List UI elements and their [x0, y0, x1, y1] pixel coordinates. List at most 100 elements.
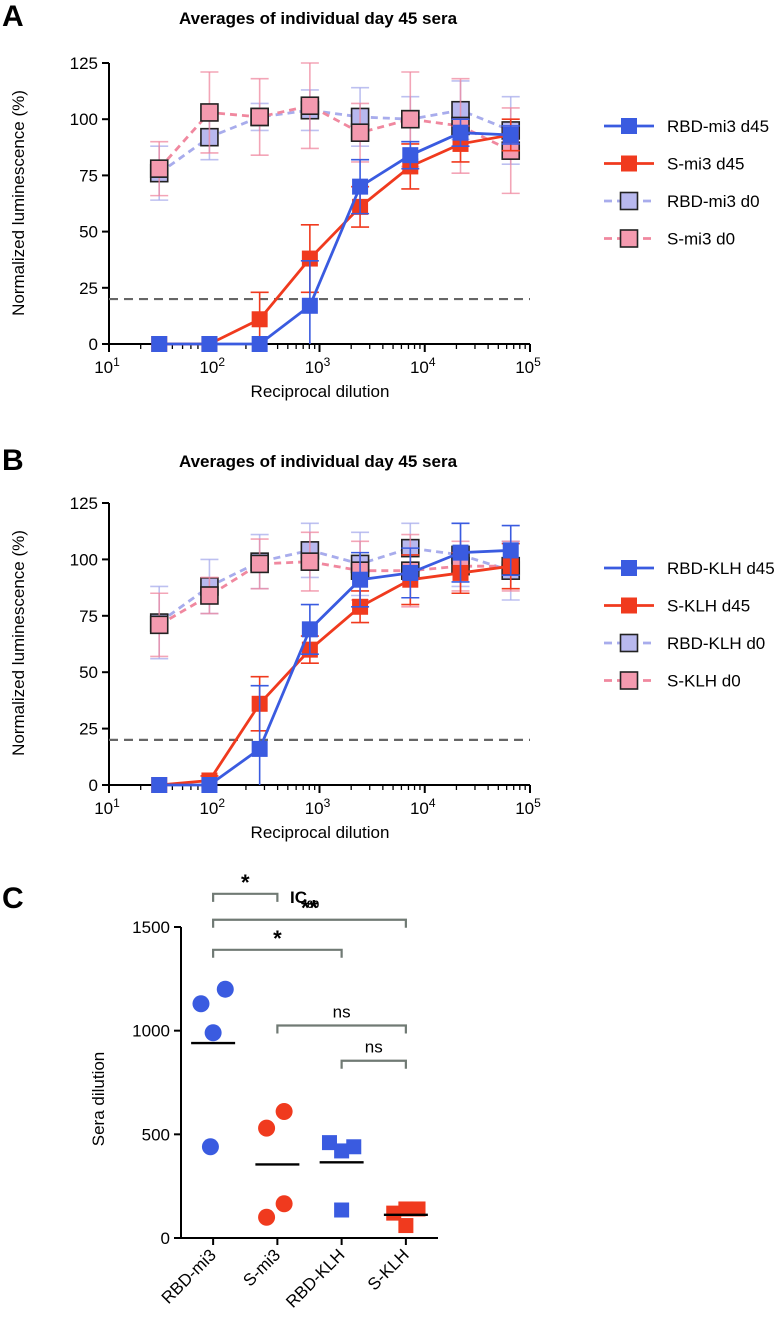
- panel-a: A Averages of individual day 45 sera Nor…: [2, 0, 769, 401]
- x-tick-label: 103: [305, 355, 331, 377]
- y-tick-label: 75: [79, 166, 98, 185]
- y-tick-label: 75: [79, 607, 98, 626]
- legend-marker: [621, 155, 637, 172]
- x-tick-label: RBD-mi3: [158, 1245, 220, 1307]
- data-point: [204, 1024, 222, 1042]
- data-point: [502, 126, 519, 143]
- y-tick-label: 25: [79, 720, 98, 739]
- x-tick-label: S-mi3: [239, 1245, 284, 1290]
- x-tick-base: 10: [410, 799, 429, 818]
- legend-marker: [621, 597, 637, 614]
- data-point: [301, 621, 318, 638]
- series-s-mi3-d45: [151, 118, 520, 352]
- significance-label: ns: [333, 1002, 351, 1021]
- x-tick-label: RBD-KLH: [282, 1245, 348, 1311]
- legend-label: S-KLH d45: [667, 597, 750, 616]
- x-tick-exponent: 3: [324, 796, 331, 810]
- significance-bracket: ns: [340, 1038, 407, 1069]
- data-point: [401, 109, 420, 129]
- series-line: [159, 548, 511, 787]
- data-point: [452, 124, 469, 141]
- data-point: [258, 1119, 276, 1137]
- x-tick-exponent: 2: [218, 796, 225, 810]
- group-s-mi3: [255, 1103, 300, 1226]
- data-point: [250, 554, 269, 574]
- x-tick-label: 104: [410, 796, 436, 818]
- legend-marker: [621, 118, 637, 134]
- series-line: [158, 560, 511, 627]
- x-tick-exponent: 1: [113, 796, 120, 810]
- data-point: [452, 544, 469, 561]
- x-tick-base: 10: [199, 358, 218, 377]
- data-point: [346, 1139, 362, 1155]
- data-point: [250, 107, 269, 127]
- data-point: [201, 1138, 219, 1156]
- data-point: [251, 311, 268, 328]
- legend-label: RBD-mi3 d45: [667, 117, 769, 136]
- bracket-line: [212, 948, 343, 958]
- significance-bracket: **: [212, 896, 407, 928]
- legend: RBD-mi3 d45 S-mi3 d45 RBD-mi3 d0 S-mi3 d0: [604, 117, 769, 249]
- panel-b: B Averages of individual day 45 sera Nor…: [2, 444, 775, 842]
- bracket-line: [276, 1024, 407, 1034]
- legend-marker: [621, 560, 637, 576]
- y-tick-label: 125: [70, 54, 98, 73]
- y-tick-label: 100: [70, 550, 98, 569]
- x-tick-label: 105: [515, 355, 541, 377]
- legend-marker: [619, 191, 639, 211]
- data-point: [258, 1208, 276, 1226]
- data-point: [192, 995, 210, 1013]
- data-point: [201, 777, 218, 793]
- x-tick-base: 10: [305, 799, 324, 818]
- data-point: [149, 615, 169, 635]
- bracket-line: [212, 918, 407, 928]
- significance-label: **: [301, 896, 319, 921]
- y-tick-label: 1000: [132, 1022, 170, 1041]
- group-rbd-mi3: [191, 980, 236, 1156]
- significance-label: *: [241, 870, 250, 895]
- group-s-klh: [383, 1201, 428, 1234]
- x-tick-base: 10: [305, 358, 324, 377]
- data-point: [275, 1195, 293, 1213]
- y-tick-label: 0: [89, 335, 98, 354]
- y-axis-label: Normalized luminescence (%): [9, 530, 28, 756]
- data-point: [300, 552, 320, 571]
- legend-marker: [619, 671, 639, 690]
- y-tick-label: 1500: [132, 918, 170, 937]
- x-tick-exponent: 2: [218, 355, 225, 369]
- significance-bracket: *: [212, 870, 279, 902]
- data-point: [352, 571, 369, 588]
- legend: RBD-KLH d45 S-KLH d45 RBD-KLH d0 S-KLH d0: [604, 559, 775, 691]
- series-line: [159, 564, 511, 787]
- data-point: [151, 336, 168, 352]
- data-point: [398, 1218, 414, 1234]
- data-point: [402, 564, 419, 581]
- data-point: [300, 96, 320, 116]
- data-point: [398, 1201, 414, 1217]
- series-rbd-mi3-d45: [151, 118, 520, 352]
- x-axis-label: Reciprocal dilution: [251, 823, 390, 842]
- data-point: [402, 147, 419, 164]
- y-tick-label: 125: [70, 494, 98, 513]
- data-point: [275, 1103, 293, 1121]
- y-axis-label: Sera dilution: [89, 1052, 108, 1147]
- x-tick-exponent: 5: [534, 796, 541, 810]
- x-axis-label: Reciprocal dilution: [251, 382, 390, 401]
- group-rbd-klh: [319, 1135, 364, 1218]
- data-point: [149, 159, 169, 178]
- data-point: [350, 123, 370, 142]
- panel-label-a: A: [2, 0, 24, 33]
- data-point: [410, 1201, 426, 1217]
- chart-title: Averages of individual day 45 sera: [179, 9, 458, 28]
- bracket-line: [212, 892, 279, 902]
- chart-title: IC: [290, 888, 307, 907]
- legend-label: S-mi3 d0: [667, 230, 735, 249]
- y-tick-label: 0: [161, 1229, 170, 1248]
- panel-label-b: B: [2, 444, 24, 477]
- chart-title: Averages of individual day 45 sera: [179, 452, 458, 471]
- data-point: [251, 740, 268, 757]
- x-tick-base: 10: [515, 799, 534, 818]
